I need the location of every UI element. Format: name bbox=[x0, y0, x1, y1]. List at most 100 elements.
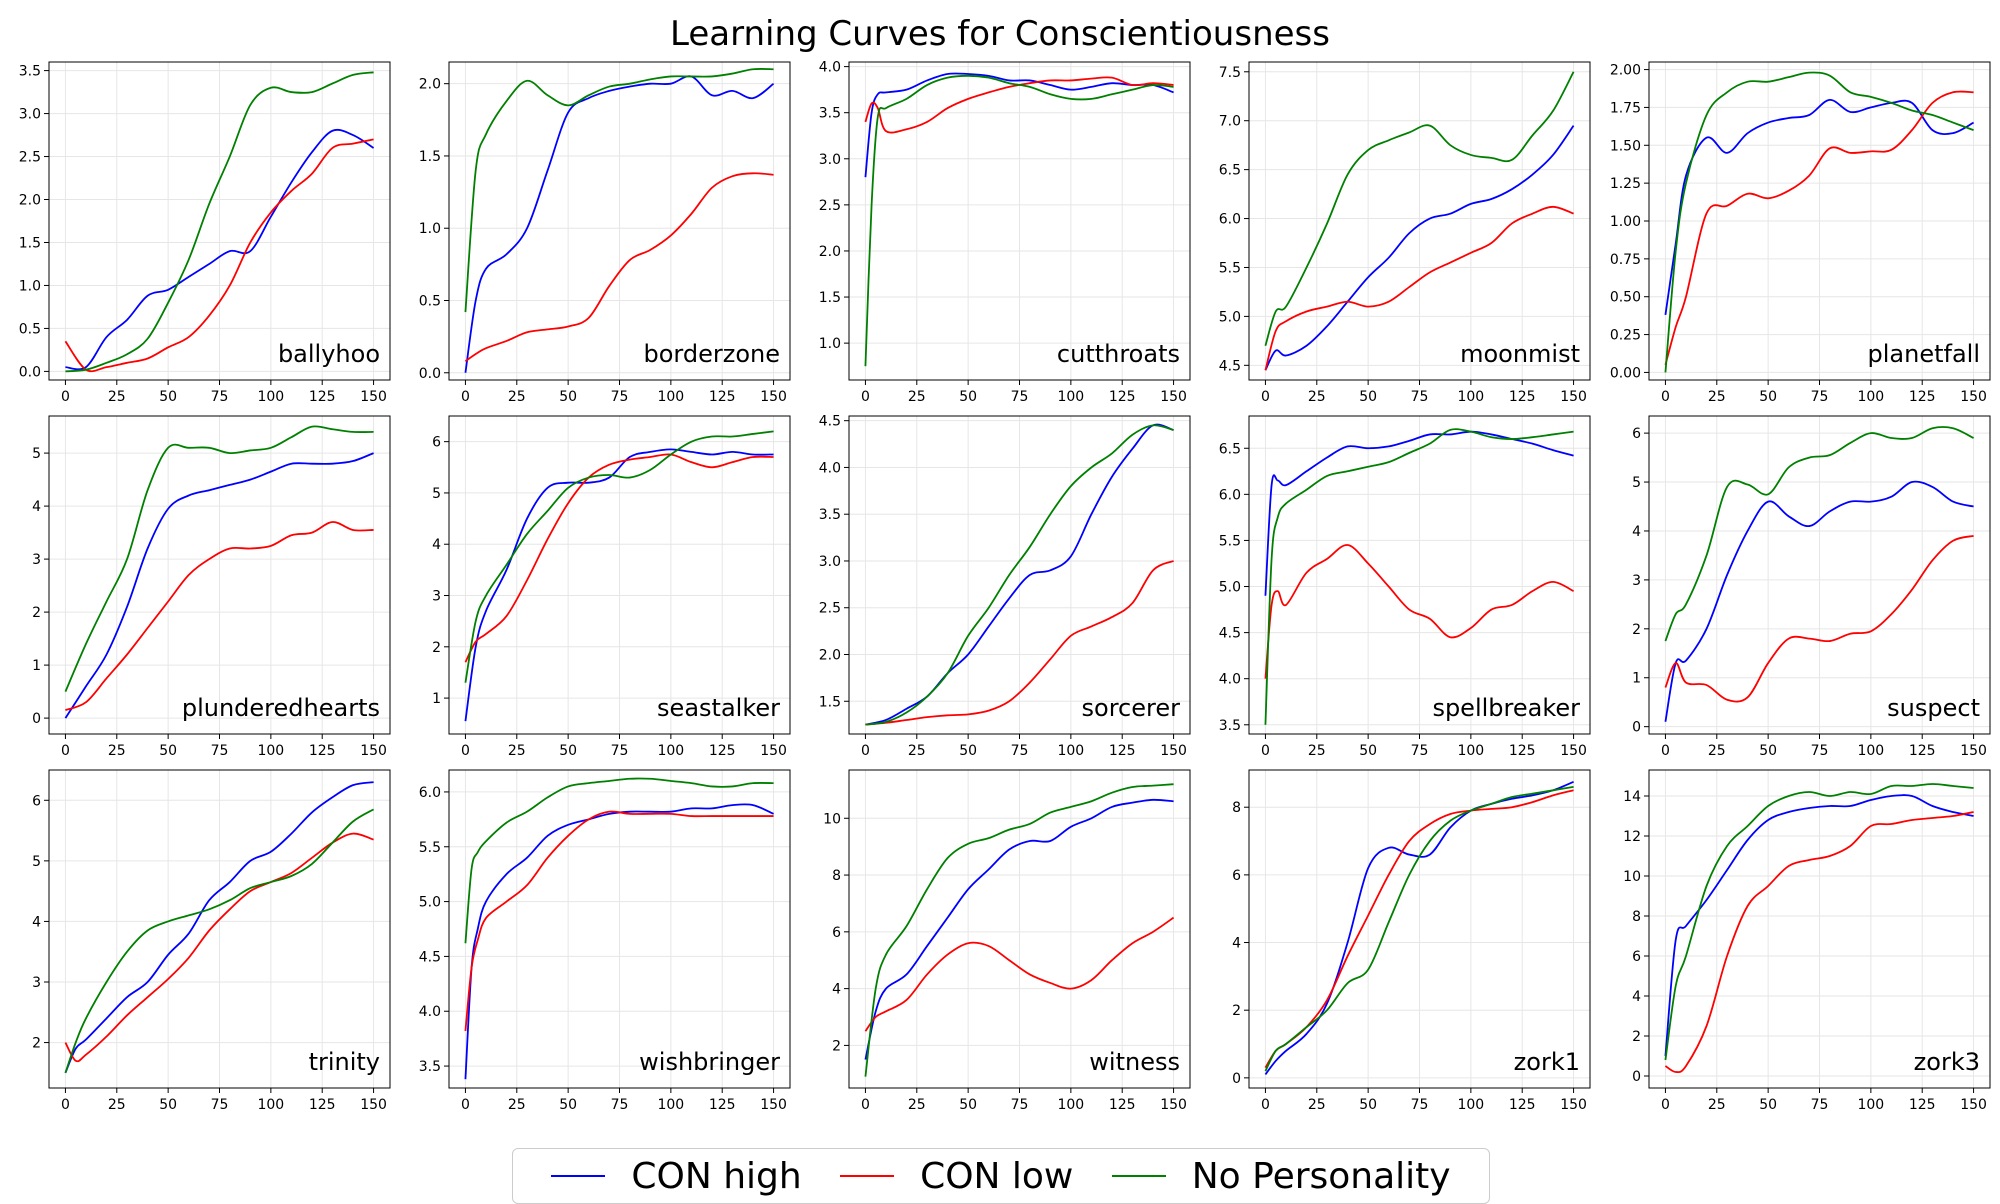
legend-item-con-low: CON low bbox=[840, 1156, 1073, 1197]
panel-cutthroats: 0 25 50 75 100 125 150 1.0 1.5 2.0 2.5 3.0 3.5 4.0 cut… bbox=[819, 60, 1191, 405]
y-tick-label: 1.50 bbox=[1610, 138, 1641, 154]
y-tick-label: 2.0 bbox=[19, 193, 41, 209]
y-tick-label: 1.5 bbox=[419, 149, 441, 165]
series-line-con-low bbox=[464, 810, 774, 1032]
y-tick-label: 2 bbox=[32, 1036, 41, 1052]
y-tick-label: 1.5 bbox=[819, 290, 841, 306]
panel-label-borderzone: borderzone bbox=[644, 340, 781, 368]
x-tick-label: 125 bbox=[1109, 389, 1136, 405]
y-tick-label: 5.5 bbox=[1219, 260, 1241, 276]
y-tick-label: 1.0 bbox=[419, 221, 441, 237]
x-tick-label: 50 bbox=[1759, 1097, 1777, 1113]
x-tick-label: 100 bbox=[257, 1097, 284, 1113]
series-line-con-high bbox=[1264, 781, 1574, 1076]
panel-label-sorcerer: sorcerer bbox=[1082, 694, 1181, 722]
y-tick-label: 4.5 bbox=[1219, 626, 1241, 642]
panel-label-trinity: trinity bbox=[309, 1048, 380, 1076]
y-tick-label: 2.0 bbox=[819, 244, 841, 260]
series-line-con-low bbox=[464, 172, 774, 362]
panel-sorcerer: 0 25 50 75 100 125 150 1.5 2.0 2.5 3.0 3.5 4.0 4.5 sor… bbox=[819, 414, 1191, 759]
y-tick-label: 6.0 bbox=[419, 785, 441, 801]
panel-label-seastalker: seastalker bbox=[657, 694, 780, 722]
y-tick-label: 3.0 bbox=[819, 554, 841, 570]
legend-label-con-high: CON high bbox=[631, 1155, 802, 1197]
x-tick-label: 75 bbox=[1811, 389, 1829, 405]
panel-moonmist: 0 25 50 75 100 125 150 4.5 5.0 5.5 6.0 6.5 7.0 7.5 moo… bbox=[1219, 61, 1591, 405]
panel-planetfall: 0 25 50 75 100 125 150 0.00 0.25 0.50 0.75 1.00 1.25… bbox=[1610, 61, 1991, 405]
y-tick-label: 5 bbox=[32, 854, 41, 870]
y-tick-label: 2.5 bbox=[19, 150, 41, 166]
y-tick-label: 3.5 bbox=[19, 64, 41, 80]
y-tick-label: 14 bbox=[1623, 789, 1641, 805]
x-tick-label: 150 bbox=[760, 743, 787, 759]
y-tick-label: 6 bbox=[832, 925, 841, 941]
x-tick-label: 100 bbox=[1057, 1097, 1084, 1113]
x-tick-label: 75 bbox=[211, 389, 229, 405]
y-tick-label: 4.0 bbox=[419, 1004, 441, 1020]
series-line-no-personality bbox=[64, 808, 375, 1074]
legend: CON high CON low No Personality bbox=[512, 1148, 1490, 1204]
y-tick-label: 4.5 bbox=[1219, 358, 1241, 374]
x-tick-label: 75 bbox=[611, 389, 629, 405]
y-tick-label: 6.5 bbox=[1219, 163, 1241, 179]
x-tick-label: 125 bbox=[709, 743, 736, 759]
series-line-no-personality bbox=[1264, 71, 1575, 347]
x-tick-label: 100 bbox=[1057, 389, 1084, 405]
series-line-con-low bbox=[864, 76, 1174, 134]
x-tick-label: 50 bbox=[959, 389, 977, 405]
x-tick-label: 150 bbox=[1160, 743, 1187, 759]
x-tick-label: 0 bbox=[1661, 1097, 1670, 1113]
x-tick-label: 125 bbox=[709, 1097, 736, 1113]
x-tick-label: 150 bbox=[1560, 743, 1587, 759]
series-line-no-personality bbox=[64, 425, 374, 692]
series-line-no-personality bbox=[1664, 71, 1974, 373]
series-line-con-high bbox=[464, 75, 775, 373]
x-tick-label: 150 bbox=[1560, 1097, 1587, 1113]
x-tick-label: 50 bbox=[1359, 743, 1377, 759]
y-tick-label: 5.5 bbox=[419, 840, 441, 856]
y-tick-label: 0.50 bbox=[1610, 290, 1641, 306]
panel-label-witness: witness bbox=[1089, 1048, 1180, 1076]
x-tick-label: 75 bbox=[1411, 1097, 1429, 1113]
x-tick-label: 125 bbox=[1509, 1097, 1536, 1113]
y-tick-label: 1 bbox=[32, 658, 41, 674]
x-tick-label: 25 bbox=[1708, 389, 1726, 405]
series-line-no-personality bbox=[864, 783, 1174, 1077]
series-line-no-personality bbox=[864, 74, 1174, 367]
y-tick-label: 4 bbox=[832, 982, 841, 998]
legend-swatch-con-low bbox=[840, 1175, 895, 1177]
x-tick-label: 100 bbox=[657, 389, 684, 405]
legend-label-no-personality: No Personality bbox=[1191, 1155, 1451, 1197]
panel-label-plunderedhearts: plunderedhearts bbox=[182, 694, 380, 722]
x-tick-label: 125 bbox=[1909, 743, 1936, 759]
series-line-con-low bbox=[64, 832, 374, 1063]
x-tick-label: 50 bbox=[559, 389, 577, 405]
series-line-con-low bbox=[864, 916, 1175, 1032]
panel-witness: 0 25 50 75 100 125 150 2 4 6 8 10 witness bbox=[823, 769, 1191, 1113]
y-tick-label: 5.5 bbox=[1219, 533, 1241, 549]
legend-swatch-con-high bbox=[551, 1175, 606, 1177]
x-tick-label: 75 bbox=[1011, 743, 1029, 759]
y-tick-label: 3.5 bbox=[1219, 718, 1241, 734]
x-tick-label: 25 bbox=[1308, 389, 1326, 405]
legend-item-no-personality: No Personality bbox=[1111, 1155, 1451, 1197]
x-tick-label: 125 bbox=[309, 1097, 336, 1113]
panel-borderzone: 0 25 50 75 100 125 150 0.0 0.5 1.0 1.5 2.0 borderzon… bbox=[419, 61, 791, 405]
x-tick-label: 0 bbox=[1261, 1097, 1270, 1113]
x-tick-label: 75 bbox=[611, 1097, 629, 1113]
x-tick-label: 75 bbox=[1011, 1097, 1029, 1113]
series-line-con-low bbox=[865, 560, 1174, 726]
panel-label-zork1: zork1 bbox=[1514, 1048, 1580, 1076]
x-tick-label: 0 bbox=[1261, 743, 1270, 759]
x-tick-label: 150 bbox=[360, 743, 387, 759]
y-tick-label: 6 bbox=[1232, 868, 1241, 884]
panel-label-spellbreaker: spellbreaker bbox=[1432, 694, 1580, 722]
x-tick-label: 25 bbox=[108, 389, 126, 405]
y-tick-label: 4 bbox=[1632, 989, 1641, 1005]
series-line-no-personality bbox=[65, 71, 374, 373]
y-tick-label: 1.5 bbox=[819, 694, 841, 710]
x-tick-label: 50 bbox=[159, 743, 177, 759]
y-tick-label: 7.0 bbox=[1219, 114, 1241, 130]
y-tick-label: 4.0 bbox=[819, 60, 841, 76]
panel-trinity: 0 25 50 75 100 125 150 2 3 4 5 6 trinity bbox=[32, 769, 391, 1113]
